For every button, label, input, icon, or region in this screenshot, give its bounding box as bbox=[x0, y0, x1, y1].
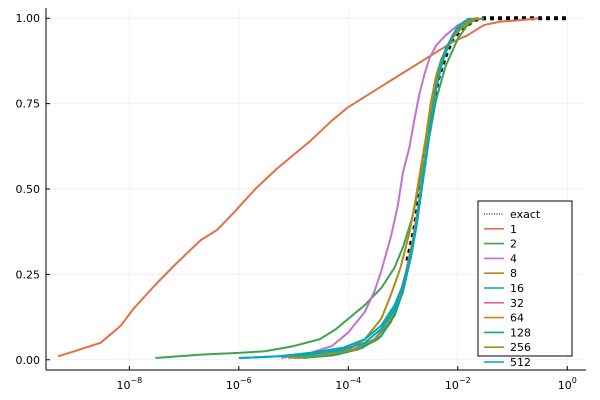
x-tick-label: 10−2 bbox=[445, 376, 471, 392]
legend-label-64: 64 bbox=[510, 312, 524, 325]
legend-label-8: 8 bbox=[510, 267, 517, 280]
x-tick-exponent: −8 bbox=[130, 376, 142, 385]
x-tick-base: 10 bbox=[335, 379, 349, 392]
legend-label-128: 128 bbox=[510, 326, 531, 339]
y-tick-labels: 0.00 0.25 0.50 0.75 1.00 bbox=[16, 12, 50, 367]
legend-label-4: 4 bbox=[510, 252, 517, 265]
series-line-2 bbox=[155, 17, 485, 360]
legend-label-256: 256 bbox=[510, 341, 531, 354]
x-tick-label: 10−6 bbox=[226, 376, 252, 392]
legend-label-512: 512 bbox=[510, 356, 531, 369]
legend-label-16: 16 bbox=[510, 282, 524, 295]
series-line-512 bbox=[241, 17, 471, 360]
x-tick-exponent: −4 bbox=[349, 376, 361, 385]
x-tick-label: 100 bbox=[558, 376, 577, 392]
series-line-4 bbox=[281, 17, 475, 360]
y-tick-label: 0.25 bbox=[16, 268, 41, 281]
x-tick-base: 10 bbox=[558, 379, 572, 392]
x-tick-exponent: 0 bbox=[572, 376, 577, 385]
y-tick-label: 1.00 bbox=[16, 12, 41, 25]
series-line-1 bbox=[57, 17, 539, 358]
x-tick-label: 10−8 bbox=[116, 376, 142, 392]
legend-label-32: 32 bbox=[510, 297, 524, 310]
series-lines bbox=[57, 16, 568, 360]
x-tick-labels: 10−8 10−6 10−4 10−2 100 bbox=[116, 366, 577, 392]
x-tick-base: 10 bbox=[116, 379, 130, 392]
x-tick-exponent: −6 bbox=[240, 376, 252, 385]
x-tick-exponent: −2 bbox=[459, 376, 471, 385]
y-tick-label: 0.50 bbox=[16, 183, 41, 196]
legend-label-1: 1 bbox=[510, 223, 517, 236]
legend-label-2: 2 bbox=[510, 238, 517, 251]
x-tick-base: 10 bbox=[226, 379, 240, 392]
legend-box bbox=[477, 200, 573, 357]
legend-label-exact: exact bbox=[510, 208, 541, 221]
x-tick-label: 10−4 bbox=[335, 376, 361, 392]
x-tick-base: 10 bbox=[445, 379, 459, 392]
y-tick-label: 0.00 bbox=[16, 354, 41, 367]
y-tick-label: 0.75 bbox=[16, 98, 41, 111]
